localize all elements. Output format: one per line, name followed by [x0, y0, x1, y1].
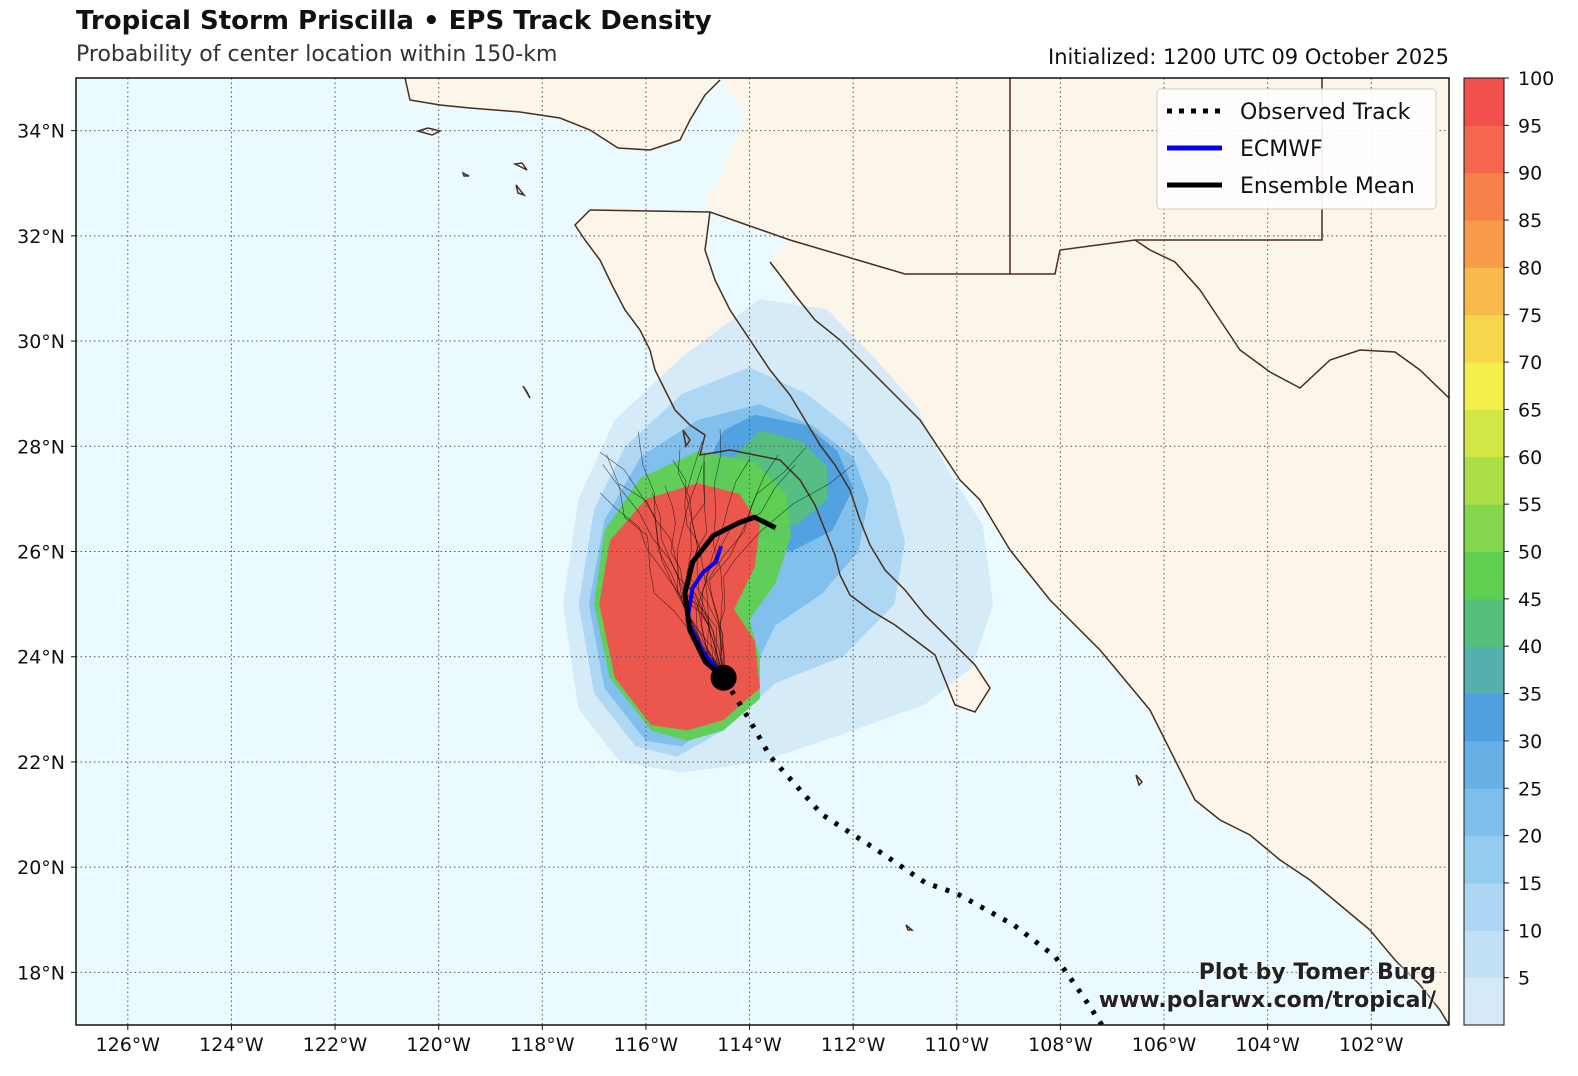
- lon-tick-label: 114°W: [717, 1034, 782, 1056]
- colorbar-label: 35: [1518, 684, 1542, 706]
- colorbar-segment: [1464, 125, 1504, 174]
- legend-label: ECMWF: [1240, 137, 1323, 162]
- colorbar-segment: [1464, 646, 1504, 695]
- colorbar-label: 45: [1518, 589, 1542, 611]
- lat-tick-label: 32°N: [17, 226, 65, 248]
- credit-author: Plot by Tomer Burg: [1198, 960, 1436, 985]
- lat-tick-label: 22°N: [17, 752, 65, 774]
- colorbar-segment: [1464, 504, 1504, 552]
- colorbar-segment: [1464, 314, 1504, 363]
- lon-tick-label: 124°W: [199, 1034, 264, 1056]
- lat-tick-label: 30°N: [17, 331, 65, 353]
- legend-box: [1156, 88, 1437, 210]
- colorbar-segment: [1464, 409, 1504, 458]
- lon-tick-label: 108°W: [1028, 1034, 1093, 1056]
- lon-tick-label: 126°W: [96, 1034, 161, 1056]
- ensemble-member-track: [686, 453, 724, 679]
- coastlines: [404, 78, 1449, 1025]
- colorbar-label: 70: [1518, 352, 1542, 374]
- colorbar-label: 100: [1518, 68, 1554, 90]
- legend: Observed Track ECMWF Ensemble Mean: [1156, 88, 1437, 210]
- lon-tick-label: 104°W: [1235, 1034, 1300, 1056]
- credit-url: www.polarwx.com/tropical/: [1098, 988, 1436, 1013]
- lon-tick-label: 106°W: [1132, 1034, 1197, 1056]
- colorbar-label: 5: [1518, 968, 1530, 990]
- lon-tick-label: 110°W: [925, 1034, 990, 1056]
- ensemble-member-track: [709, 447, 806, 678]
- colorbar-segment: [1464, 598, 1504, 647]
- legend-label: Observed Track: [1240, 100, 1411, 125]
- colorbar-segment: [1464, 788, 1504, 837]
- current-position-marker: [710, 664, 737, 691]
- colorbar-label: 75: [1518, 305, 1542, 327]
- observed-track: [721, 676, 1104, 1025]
- colorbar-segment: [1464, 220, 1504, 268]
- initialized-time: Initialized: 1200 UTC 09 October 2025: [1048, 45, 1449, 69]
- colorbar-label: 20: [1518, 826, 1542, 848]
- colorbar-segment: [1464, 362, 1504, 410]
- colorbar-segment: [1464, 693, 1504, 742]
- colorbar-segment: [1464, 930, 1504, 979]
- ensemble-member-track: [602, 464, 724, 678]
- mexico-east-coast: [770, 240, 1449, 1025]
- lon-tick-label: 120°W: [406, 1034, 471, 1056]
- lon-tick-label: 116°W: [614, 1034, 679, 1056]
- ensemble-member-track: [718, 464, 854, 678]
- ensemble-member-track: [619, 483, 724, 678]
- lat-tick-label: 28°N: [17, 436, 65, 458]
- colorbar-label: 60: [1518, 447, 1542, 469]
- colorbar-segment: [1464, 740, 1504, 789]
- legend-label: Ensemble Mean: [1240, 174, 1415, 199]
- lon-tick-label: 118°W: [510, 1034, 575, 1056]
- colorbar-label: 95: [1518, 115, 1542, 137]
- colorbar-label: 10: [1518, 920, 1542, 942]
- lat-tick-label: 20°N: [17, 857, 65, 879]
- ensemble-member-track: [696, 454, 779, 678]
- lat-tick-label: 18°N: [17, 962, 65, 984]
- colorbar-label: 90: [1518, 163, 1542, 185]
- colorbar-segment: [1464, 882, 1504, 931]
- chart-title: Tropical Storm Priscilla • EPS Track Den…: [76, 6, 712, 36]
- lon-tick-label: 102°W: [1339, 1034, 1404, 1056]
- ensemble-mean-track: [682, 514, 777, 680]
- ensemble-member-track: [651, 492, 724, 678]
- colorbar-segment: [1464, 267, 1504, 316]
- colorbar-segment: [1464, 977, 1504, 1026]
- colorbar-segment: [1464, 78, 1504, 126]
- lon-tick-label: 112°W: [821, 1034, 886, 1056]
- ensemble-member-track: [676, 464, 724, 678]
- lat-tick-label: 26°N: [17, 542, 65, 564]
- colorbar-label: 65: [1518, 399, 1542, 421]
- colorbar-label: 85: [1518, 210, 1542, 232]
- ensemble-member-track: [606, 454, 724, 678]
- colorbar-label: 55: [1518, 494, 1542, 516]
- colorbar-label: 30: [1518, 731, 1542, 753]
- colorbar-label: 25: [1518, 778, 1542, 800]
- lon-tick-label: 122°W: [303, 1034, 368, 1056]
- colorbar-segment: [1464, 172, 1504, 221]
- colorbar: 5 10 15 20 25 30 35 40 45 50 55 60 65 70 75 80 85 90 95 100: [1463, 68, 1554, 1026]
- colorbar-label: 40: [1518, 636, 1542, 658]
- colorbar-segment: [1464, 835, 1504, 884]
- colorbar-label: 80: [1518, 257, 1542, 279]
- colorbar-segment: [1464, 456, 1504, 505]
- colorbar-label: 15: [1518, 873, 1542, 895]
- lat-tick-label: 34°N: [17, 121, 65, 143]
- lat-tick-label: 24°N: [17, 647, 65, 669]
- chart-subtitle: Probability of center location within 15…: [76, 42, 558, 67]
- colorbar-label: 50: [1518, 542, 1542, 564]
- colorbar-segment: [1464, 551, 1504, 600]
